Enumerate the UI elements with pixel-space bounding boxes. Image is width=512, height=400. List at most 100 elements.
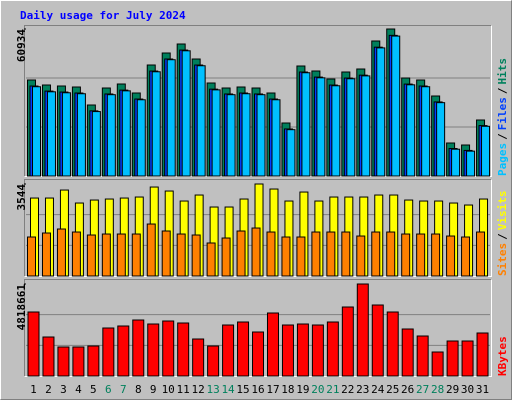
x-tick-label: 2 — [45, 383, 52, 396]
bar — [226, 94, 236, 177]
bar — [256, 94, 266, 177]
bar — [176, 233, 186, 277]
legend-entry: Sites — [496, 243, 509, 276]
bar — [326, 231, 336, 277]
chart-title: Daily usage for July 2024 — [20, 9, 186, 22]
x-tick-label: 10 — [162, 383, 175, 396]
bar — [296, 236, 306, 277]
bar — [147, 323, 160, 377]
bar — [41, 232, 51, 277]
x-tick-label: 28 — [431, 383, 444, 396]
bar — [431, 233, 441, 277]
bar — [316, 77, 326, 177]
bar — [161, 230, 171, 277]
bar — [416, 233, 426, 277]
bar — [207, 345, 220, 377]
legend: Pages / Files / Hits — [496, 58, 509, 176]
y-tick-label: 3544 — [15, 184, 28, 211]
bar — [301, 72, 311, 177]
x-tick-label: 21 — [326, 383, 339, 396]
x-tick-label: 25 — [386, 383, 399, 396]
x-tick-label: 20 — [311, 383, 324, 396]
x-tick-label: 12 — [192, 383, 205, 396]
bar — [281, 324, 294, 377]
bar — [481, 125, 491, 177]
bar — [331, 85, 341, 177]
bar — [237, 321, 250, 377]
bar — [61, 92, 71, 177]
bar — [401, 233, 411, 277]
bar — [116, 233, 126, 277]
bar — [211, 89, 221, 177]
bar — [446, 340, 459, 377]
x-tick-label: 5 — [90, 383, 97, 396]
bar — [386, 311, 399, 377]
x-tick-label: 1 — [30, 383, 37, 396]
bar — [86, 234, 96, 277]
bar — [151, 71, 161, 177]
bar — [386, 231, 396, 277]
x-tick-label: 31 — [476, 383, 489, 396]
bar — [196, 65, 206, 177]
bar — [76, 93, 86, 177]
x-tick-label: 3 — [60, 383, 67, 396]
bar — [431, 351, 444, 377]
x-tick-label: 23 — [356, 383, 369, 396]
bar — [251, 227, 261, 277]
x-tick-label: 13 — [206, 383, 219, 396]
bar — [136, 99, 146, 177]
bar — [162, 320, 175, 377]
legend-separator: / — [496, 87, 509, 94]
bar — [286, 129, 296, 177]
x-tick-label: 24 — [371, 383, 385, 396]
bar — [241, 93, 251, 177]
bar — [416, 335, 429, 377]
bar — [356, 235, 366, 277]
legend-separator: / — [496, 233, 509, 240]
bar — [57, 346, 70, 377]
x-tick-label: 16 — [251, 383, 264, 396]
bar — [311, 231, 321, 277]
bar — [106, 94, 116, 177]
bar — [466, 150, 476, 177]
bar — [311, 324, 324, 377]
bar — [72, 346, 85, 377]
bar — [406, 84, 416, 177]
x-tick-label: 7 — [120, 383, 127, 396]
legend: KBytes — [496, 336, 509, 376]
y-tick-label: 60934 — [15, 29, 28, 62]
bar — [401, 328, 414, 377]
bar — [46, 91, 56, 177]
x-tick-label: 19 — [296, 383, 309, 396]
bar — [356, 283, 369, 377]
bar — [252, 331, 265, 377]
bar — [87, 345, 100, 377]
bar — [436, 102, 446, 177]
x-tick-label: 22 — [341, 383, 354, 396]
bar — [222, 324, 235, 377]
bar — [101, 233, 111, 277]
bar — [476, 332, 489, 377]
legend-entry: KBytes — [496, 336, 509, 376]
bar — [221, 237, 231, 277]
bar — [146, 223, 156, 277]
panel-bevel-dark — [24, 25, 492, 177]
bar — [27, 311, 40, 377]
y-tick-label: 4818661 — [15, 284, 28, 331]
legend: Sites / Visits — [496, 191, 509, 277]
x-tick-label: 15 — [236, 383, 249, 396]
bar — [206, 242, 216, 277]
bar — [376, 47, 386, 177]
bar — [71, 231, 81, 277]
bar — [121, 90, 131, 177]
x-tick-label: 8 — [135, 383, 142, 396]
x-tick-label: 6 — [105, 383, 112, 396]
x-tick-label: 14 — [221, 383, 235, 396]
legend-separator: / — [496, 133, 509, 140]
bar — [42, 336, 55, 377]
bar — [27, 236, 36, 277]
bar — [181, 50, 191, 177]
